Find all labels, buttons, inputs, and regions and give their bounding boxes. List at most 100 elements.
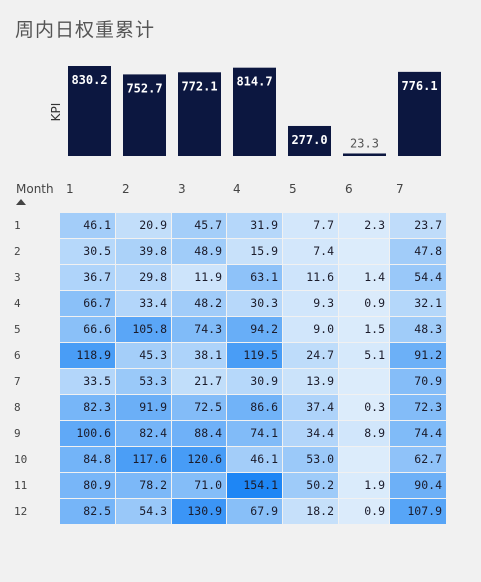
heatmap-cell[interactable] xyxy=(339,447,389,472)
heatmap-cell[interactable]: 66.7 xyxy=(60,291,115,316)
heatmap-cell[interactable]: 86.6 xyxy=(227,395,282,420)
column-header-3[interactable]: 3 xyxy=(172,177,226,207)
heatmap-cell[interactable]: 47.8 xyxy=(390,239,446,264)
heatmap-cell[interactable]: 46.1 xyxy=(227,447,282,472)
heatmap-cell[interactable]: 130.9 xyxy=(172,499,226,524)
heatmap-cell[interactable]: 1.5 xyxy=(339,317,389,342)
column-header-5[interactable]: 5 xyxy=(283,177,338,207)
bar-7[interactable] xyxy=(398,71,441,156)
heatmap-cell[interactable]: 9.3 xyxy=(283,291,338,316)
heatmap-cell[interactable]: 74.1 xyxy=(227,421,282,446)
heatmap-cell[interactable]: 50.2 xyxy=(283,473,338,498)
heatmap-cell[interactable]: 118.9 xyxy=(60,343,115,368)
heatmap-cell[interactable]: 82.5 xyxy=(60,499,115,524)
bar-6[interactable] xyxy=(343,153,386,156)
heatmap-cell[interactable]: 13.9 xyxy=(283,369,338,394)
heatmap-cell[interactable]: 70.9 xyxy=(390,369,446,394)
heatmap-cell[interactable]: 100.6 xyxy=(60,421,115,446)
heatmap-cell[interactable]: 82.3 xyxy=(60,395,115,420)
heatmap-cell[interactable]: 119.5 xyxy=(227,343,282,368)
heatmap-cell[interactable]: 0.3 xyxy=(339,395,389,420)
column-header-6[interactable]: 6 xyxy=(339,177,389,207)
heatmap-cell[interactable] xyxy=(339,239,389,264)
heatmap-cell[interactable]: 72.3 xyxy=(390,395,446,420)
sort-ascending-icon[interactable] xyxy=(16,199,26,205)
heatmap-cell[interactable]: 20.9 xyxy=(116,213,171,238)
heatmap-cell[interactable]: 1.4 xyxy=(339,265,389,290)
heatmap-cell[interactable]: 33.5 xyxy=(60,369,115,394)
heatmap-cell[interactable]: 34.4 xyxy=(283,421,338,446)
heatmap-cell[interactable]: 33.4 xyxy=(116,291,171,316)
heatmap-cell[interactable]: 82.4 xyxy=(116,421,171,446)
heatmap-cell[interactable]: 88.4 xyxy=(172,421,226,446)
bar-2[interactable] xyxy=(123,74,166,156)
heatmap-cell[interactable]: 90.4 xyxy=(390,473,446,498)
heatmap-cell[interactable]: 74.4 xyxy=(390,421,446,446)
heatmap-cell[interactable]: 94.2 xyxy=(227,317,282,342)
heatmap-cell[interactable]: 84.8 xyxy=(60,447,115,472)
heatmap-cell[interactable]: 36.7 xyxy=(60,265,115,290)
column-header-7[interactable]: 7 xyxy=(390,177,446,207)
heatmap-cell[interactable]: 72.5 xyxy=(172,395,226,420)
heatmap-cell[interactable]: 38.1 xyxy=(172,343,226,368)
bar-5[interactable] xyxy=(288,125,331,156)
heatmap-cell[interactable]: 39.8 xyxy=(116,239,171,264)
row-header[interactable]: Month xyxy=(10,177,60,207)
heatmap-cell[interactable]: 154.1 xyxy=(227,473,282,498)
heatmap-cell[interactable]: 91.2 xyxy=(390,343,446,368)
bar-4[interactable] xyxy=(233,67,276,156)
heatmap-cell[interactable]: 66.6 xyxy=(60,317,115,342)
heatmap-cell[interactable]: 46.1 xyxy=(60,213,115,238)
heatmap-cell[interactable]: 15.9 xyxy=(227,239,282,264)
heatmap-cell[interactable]: 54.4 xyxy=(390,265,446,290)
column-header-1[interactable]: 1 xyxy=(60,177,115,207)
heatmap-cell[interactable]: 53.0 xyxy=(283,447,338,472)
heatmap-cell[interactable]: 74.3 xyxy=(172,317,226,342)
column-header-4[interactable]: 4 xyxy=(227,177,282,207)
heatmap-cell[interactable]: 30.5 xyxy=(60,239,115,264)
heatmap-cell[interactable]: 8.9 xyxy=(339,421,389,446)
heatmap-cell[interactable]: 37.4 xyxy=(283,395,338,420)
heatmap-cell[interactable]: 21.7 xyxy=(172,369,226,394)
heatmap-cell[interactable]: 117.6 xyxy=(116,447,171,472)
bar-1[interactable] xyxy=(68,66,111,156)
heatmap-cell[interactable]: 48.2 xyxy=(172,291,226,316)
heatmap-cell[interactable]: 105.8 xyxy=(116,317,171,342)
heatmap-cell[interactable]: 91.9 xyxy=(116,395,171,420)
heatmap-cell[interactable]: 80.9 xyxy=(60,473,115,498)
heatmap-cell[interactable]: 78.2 xyxy=(116,473,171,498)
heatmap-cell[interactable]: 30.3 xyxy=(227,291,282,316)
heatmap-cell[interactable]: 23.7 xyxy=(390,213,446,238)
heatmap-cell[interactable]: 2.3 xyxy=(339,213,389,238)
heatmap-cell[interactable]: 11.9 xyxy=(172,265,226,290)
heatmap-cell[interactable]: 9.0 xyxy=(283,317,338,342)
bar-3[interactable] xyxy=(178,72,221,156)
heatmap-cell[interactable]: 63.1 xyxy=(227,265,282,290)
heatmap-cell[interactable]: 32.1 xyxy=(390,291,446,316)
heatmap-cell[interactable]: 53.3 xyxy=(116,369,171,394)
heatmap-cell[interactable]: 18.2 xyxy=(283,499,338,524)
heatmap-cell[interactable]: 24.7 xyxy=(283,343,338,368)
heatmap-cell[interactable]: 62.7 xyxy=(390,447,446,472)
heatmap-cell[interactable]: 7.7 xyxy=(283,213,338,238)
heatmap-cell[interactable]: 0.9 xyxy=(339,291,389,316)
heatmap-cell[interactable]: 120.6 xyxy=(172,447,226,472)
heatmap-cell[interactable]: 48.3 xyxy=(390,317,446,342)
heatmap-cell[interactable]: 29.8 xyxy=(116,265,171,290)
heatmap-cell[interactable]: 54.3 xyxy=(116,499,171,524)
heatmap-cell[interactable]: 11.6 xyxy=(283,265,338,290)
heatmap-cell[interactable]: 45.3 xyxy=(116,343,171,368)
heatmap-cell[interactable] xyxy=(339,369,389,394)
heatmap-cell[interactable]: 71.0 xyxy=(172,473,226,498)
heatmap-cell[interactable]: 107.9 xyxy=(390,499,446,524)
heatmap-cell[interactable]: 5.1 xyxy=(339,343,389,368)
heatmap-cell[interactable]: 30.9 xyxy=(227,369,282,394)
heatmap-cell[interactable]: 45.7 xyxy=(172,213,226,238)
heatmap-cell[interactable]: 31.9 xyxy=(227,213,282,238)
column-header-2[interactable]: 2 xyxy=(116,177,171,207)
heatmap-cell[interactable]: 48.9 xyxy=(172,239,226,264)
heatmap-cell[interactable]: 1.9 xyxy=(339,473,389,498)
heatmap-cell[interactable]: 0.9 xyxy=(339,499,389,524)
heatmap-cell[interactable]: 67.9 xyxy=(227,499,282,524)
heatmap-cell[interactable]: 7.4 xyxy=(283,239,338,264)
